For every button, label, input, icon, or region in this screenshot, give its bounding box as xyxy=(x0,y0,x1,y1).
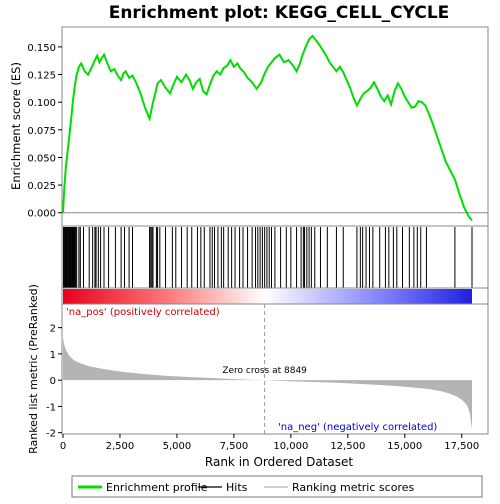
metric-y-axis: -2 -1 0 1 2 xyxy=(46,324,62,440)
es-panel-frame xyxy=(61,26,489,227)
ranking-metric-area xyxy=(63,336,472,429)
metric-y-tick-label: -2 xyxy=(46,429,56,440)
rank-x-tick-label: 0 xyxy=(60,441,66,452)
legend: Enrichment profile Hits Ranking metric sco… xyxy=(71,475,483,498)
metric-panel-frame xyxy=(61,303,489,435)
es-y-tick-label: 0.050 xyxy=(27,153,56,164)
metric-y-tick-label: -1 xyxy=(46,402,56,413)
enrichment-profile-line xyxy=(62,34,473,222)
legend-entries: Enrichment profile Hits Ranking metric sco… xyxy=(78,481,414,494)
rank-x-tick-label: 15,000 xyxy=(387,441,422,452)
positive-correlation-label: 'na_pos' (positively correlated) xyxy=(66,307,220,318)
rank-x-tick-label: 2,500 xyxy=(106,441,135,452)
legend-label: Enrichment profile xyxy=(106,481,208,494)
metric-y-axis-label: Ranked list metric (PreRanked) xyxy=(27,284,40,454)
es-y-tick-label: 0.000 xyxy=(27,209,56,220)
es-y-tick-label: 0.150 xyxy=(27,43,56,54)
rank-x-tick-label: 5,000 xyxy=(163,441,192,452)
hit-markers xyxy=(62,227,473,288)
rank-x-tick-label: 17,500 xyxy=(444,441,479,452)
legend-label: Hits xyxy=(226,481,248,494)
chart-title: Enrichment plot: KEGG_CELL_CYCLE xyxy=(109,3,450,23)
rank-x-axis: 0 2,500 5,000 7,500 10,000 12,500 15,000 17,500 xyxy=(60,434,479,452)
metric-y-tick-label: 0 xyxy=(50,376,56,387)
es-y-axis: 0.000 0.025 0.050 0.075 0.100 0.125 0.150 xyxy=(27,43,62,220)
ranking-color-bar xyxy=(63,289,472,304)
rank-x-tick-label: 7,500 xyxy=(220,441,249,452)
zero-cross-label: Zero cross at 8849 xyxy=(222,366,307,376)
es-y-axis-label: Enrichment score (ES) xyxy=(9,62,23,190)
negative-correlation-label: 'na_neg' (negatively correlated) xyxy=(278,422,437,433)
es-panel: 0.000 0.025 0.050 0.075 0.100 0.125 0.150 Enri… xyxy=(9,26,489,227)
rank-x-tick-label: 10,000 xyxy=(273,441,308,452)
es-y-tick-label: 0.100 xyxy=(27,98,56,109)
metric-panel: Zero cross at 8849 'na_pos' (positively … xyxy=(27,284,489,469)
metric-y-tick-label: 2 xyxy=(50,324,56,335)
rank-x-tick-label: 12,500 xyxy=(330,441,365,452)
metric-y-tick-label: 1 xyxy=(50,350,56,361)
legend-label: Ranking metric scores xyxy=(292,481,414,494)
hits-panel xyxy=(61,225,489,305)
es-y-tick-label: 0.025 xyxy=(27,181,56,192)
rank-x-axis-label: Rank in Ordered Dataset xyxy=(205,455,353,469)
es-y-tick-label: 0.075 xyxy=(27,126,56,137)
es-y-tick-label: 0.125 xyxy=(27,71,56,82)
